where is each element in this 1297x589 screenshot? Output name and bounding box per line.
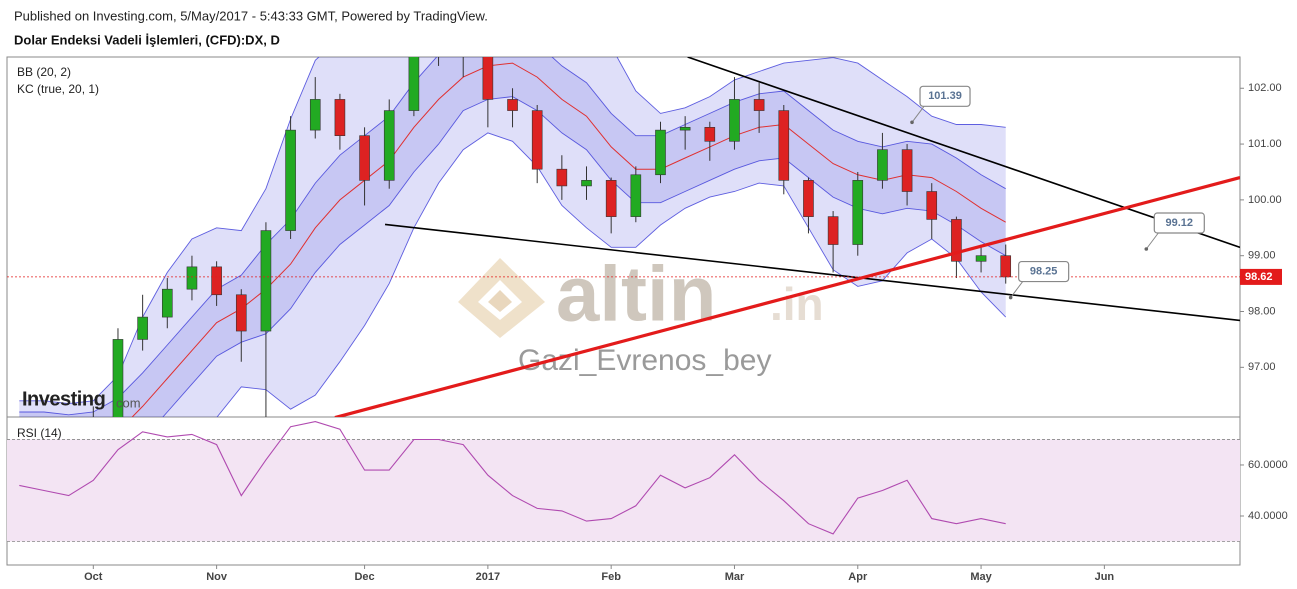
x-tick-label: Mar xyxy=(725,571,745,583)
callout-label: 99.12 xyxy=(1166,217,1194,229)
trendline xyxy=(334,176,1240,417)
legend-kc: KC (true, 20, 1) xyxy=(17,82,99,96)
candle-body xyxy=(778,110,790,181)
candle-body xyxy=(951,219,962,262)
callout-box xyxy=(1153,212,1205,234)
trendline xyxy=(384,223,1240,322)
bb-upper-line xyxy=(19,57,1006,405)
candle-body xyxy=(161,288,173,318)
candle-body xyxy=(556,168,568,187)
callout-point xyxy=(910,120,914,125)
x-tick-label: Apr xyxy=(848,571,868,583)
candle-body xyxy=(753,99,765,111)
candle-body xyxy=(605,180,617,217)
last-price-label: 98.62 xyxy=(1245,271,1273,283)
candle-body xyxy=(482,57,494,100)
x-tick-label: Dec xyxy=(354,571,374,583)
candle-body xyxy=(704,127,716,142)
y-tick-label: 60.0000 xyxy=(1248,459,1288,471)
candle-body xyxy=(531,110,543,170)
callout-pointer xyxy=(1010,281,1024,298)
candle-body xyxy=(408,57,420,111)
candle-body xyxy=(679,127,691,131)
candle-body xyxy=(383,110,395,181)
candle-body xyxy=(309,99,321,131)
watermark-suffix: .in xyxy=(770,278,824,330)
y-tick-label: 99.00 xyxy=(1248,250,1276,262)
x-tick-label: May xyxy=(970,571,992,583)
watermark-author: Gazi_Evrenos_bey xyxy=(518,344,771,377)
watermark-logo xyxy=(458,258,545,338)
candle-body xyxy=(359,135,370,181)
symbol-title: Dolar Endeksi Vadeli İşlemleri, (CFD):DX… xyxy=(14,32,280,47)
kc-upper-line xyxy=(19,57,1006,416)
y-tick-label: 40.0000 xyxy=(1248,510,1288,522)
x-tick-label: Jun xyxy=(1095,571,1115,583)
investing-logo: Investing xyxy=(22,388,105,410)
y-tick-label: 98.00 xyxy=(1248,305,1276,317)
candle-body xyxy=(729,99,740,142)
candle-body xyxy=(112,339,124,417)
candle-body xyxy=(235,294,247,332)
callout-pointer xyxy=(911,106,925,123)
investing-logo-suffix: com xyxy=(116,395,141,410)
x-tick-label: 2017 xyxy=(476,571,500,583)
candle-body xyxy=(877,149,888,181)
candle-body xyxy=(458,38,468,55)
callout-box xyxy=(1018,260,1070,283)
candle-body xyxy=(1000,255,1012,278)
legend-rsi: RSI (14) xyxy=(17,426,62,440)
published-note: Published on Investing.com, 5/May/2017 -… xyxy=(14,8,488,23)
callout-label: 98.25 xyxy=(1030,265,1058,277)
candle-body xyxy=(186,266,198,290)
candle-body xyxy=(803,180,814,217)
candle-body xyxy=(926,191,938,220)
x-tick-label: Nov xyxy=(206,571,228,583)
callout-point xyxy=(1144,247,1149,251)
x-tick-label: Oct xyxy=(84,571,103,583)
candle-body xyxy=(137,316,148,340)
y-tick-label: 102.00 xyxy=(1248,82,1282,94)
callout-label: 101.39 xyxy=(928,90,962,102)
last-price-tag xyxy=(1240,268,1282,285)
candle-body xyxy=(434,38,444,49)
candle-body xyxy=(852,180,864,245)
callout-point xyxy=(1008,295,1013,300)
legend-bb: BB (20, 2) xyxy=(17,65,71,79)
candle-body xyxy=(211,266,222,296)
x-tick-label: Feb xyxy=(601,571,621,583)
y-tick-label: 97.00 xyxy=(1248,361,1276,373)
candle-body xyxy=(581,180,592,187)
candle-body xyxy=(507,99,518,111)
y-tick-label: 100.00 xyxy=(1248,194,1282,206)
basis-line xyxy=(131,62,1006,417)
callout-pointer xyxy=(1145,232,1159,250)
candle-body xyxy=(630,174,642,217)
candle-body xyxy=(260,230,272,332)
candle-body xyxy=(655,129,666,176)
candle-body xyxy=(285,129,296,231)
candle-body xyxy=(334,99,346,136)
callout-box xyxy=(919,85,971,107)
candle-body xyxy=(827,216,839,245)
candle-body xyxy=(901,149,913,192)
y-tick-label: 101.00 xyxy=(1248,138,1282,150)
trendline xyxy=(687,57,1240,249)
candle-body xyxy=(975,255,987,262)
rsi-band xyxy=(7,439,1240,542)
rsi-line xyxy=(19,421,1006,535)
